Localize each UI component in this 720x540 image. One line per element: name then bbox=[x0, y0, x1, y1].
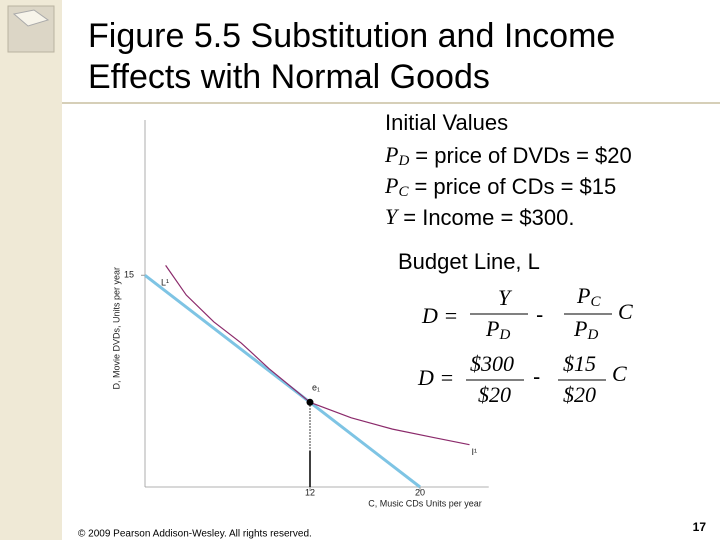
eq-lhs: D = bbox=[421, 303, 458, 328]
y-tick-label: 15 bbox=[124, 270, 134, 280]
subscript: C bbox=[590, 294, 601, 310]
series-label: L¹ bbox=[161, 278, 169, 288]
description: = Income = $300. bbox=[403, 205, 574, 230]
symbol: Y bbox=[385, 204, 400, 229]
point-label: e₁ bbox=[312, 383, 320, 393]
symbol: P bbox=[576, 283, 590, 308]
y-axis-label: D, Movie DVDs, Units per year bbox=[111, 267, 121, 390]
eq-numerator: Y bbox=[498, 285, 513, 310]
eq-denominator: PD bbox=[485, 316, 510, 343]
equation: D = $300 $20 - $15 $20 C bbox=[417, 351, 627, 407]
eq-numerator: $300 bbox=[470, 351, 514, 376]
equation: D = Y PD - PC PD C bbox=[421, 283, 633, 343]
title: Effects with Normal Goods bbox=[88, 58, 490, 96]
budget-line-heading: Budget Line, L bbox=[398, 249, 540, 274]
chart: D, Movie DVDs, Units per year C, Music CD… bbox=[111, 120, 489, 508]
page-number: 17 bbox=[693, 520, 707, 534]
description: = price of DVDs = $20 bbox=[415, 143, 631, 168]
eq-factor: C bbox=[612, 361, 627, 386]
subscript: D bbox=[498, 327, 510, 343]
eq-numerator: PC bbox=[576, 283, 601, 310]
series-line bbox=[144, 274, 421, 489]
subscript: D bbox=[397, 153, 409, 169]
eq-factor: C bbox=[618, 299, 633, 324]
x-axis-label: C, Music CDs Units per year bbox=[368, 498, 482, 508]
description: = price of CDs = $15 bbox=[414, 174, 616, 199]
symbol: P bbox=[384, 173, 398, 198]
eq-operator: - bbox=[533, 364, 540, 389]
eq-lhs: D = bbox=[417, 365, 454, 390]
subscript: D bbox=[586, 327, 598, 343]
eq-denominator: $20 bbox=[563, 382, 596, 407]
title: Figure 5.5 Substitution and Income bbox=[88, 17, 615, 55]
symbol: P bbox=[384, 142, 398, 167]
eq-operator: - bbox=[536, 302, 543, 327]
symbol: P bbox=[485, 316, 499, 341]
copyright: © 2009 Pearson Addison-Wesley. All right… bbox=[78, 529, 312, 540]
initial-value-line: PD = price of DVDs = $20 bbox=[384, 142, 632, 169]
series-label: I¹ bbox=[472, 447, 478, 457]
initial-values-heading: Initial Values bbox=[385, 110, 508, 135]
x-tick-label: 12 bbox=[305, 487, 315, 497]
eq-denominator: PD bbox=[573, 316, 598, 343]
symbol: P bbox=[573, 316, 587, 341]
series-line bbox=[165, 265, 470, 446]
eq-denominator: $20 bbox=[478, 382, 511, 407]
eq-numerator: $15 bbox=[563, 351, 596, 376]
point bbox=[306, 398, 314, 406]
side-band bbox=[0, 0, 62, 540]
subscript: C bbox=[398, 184, 409, 200]
initial-value-line: Y = Income = $300. bbox=[385, 204, 574, 230]
initial-value-line: PC = price of CDs = $15 bbox=[384, 173, 616, 200]
cube-face bbox=[12, 9, 50, 27]
x-tick-label: 20 bbox=[415, 487, 425, 497]
